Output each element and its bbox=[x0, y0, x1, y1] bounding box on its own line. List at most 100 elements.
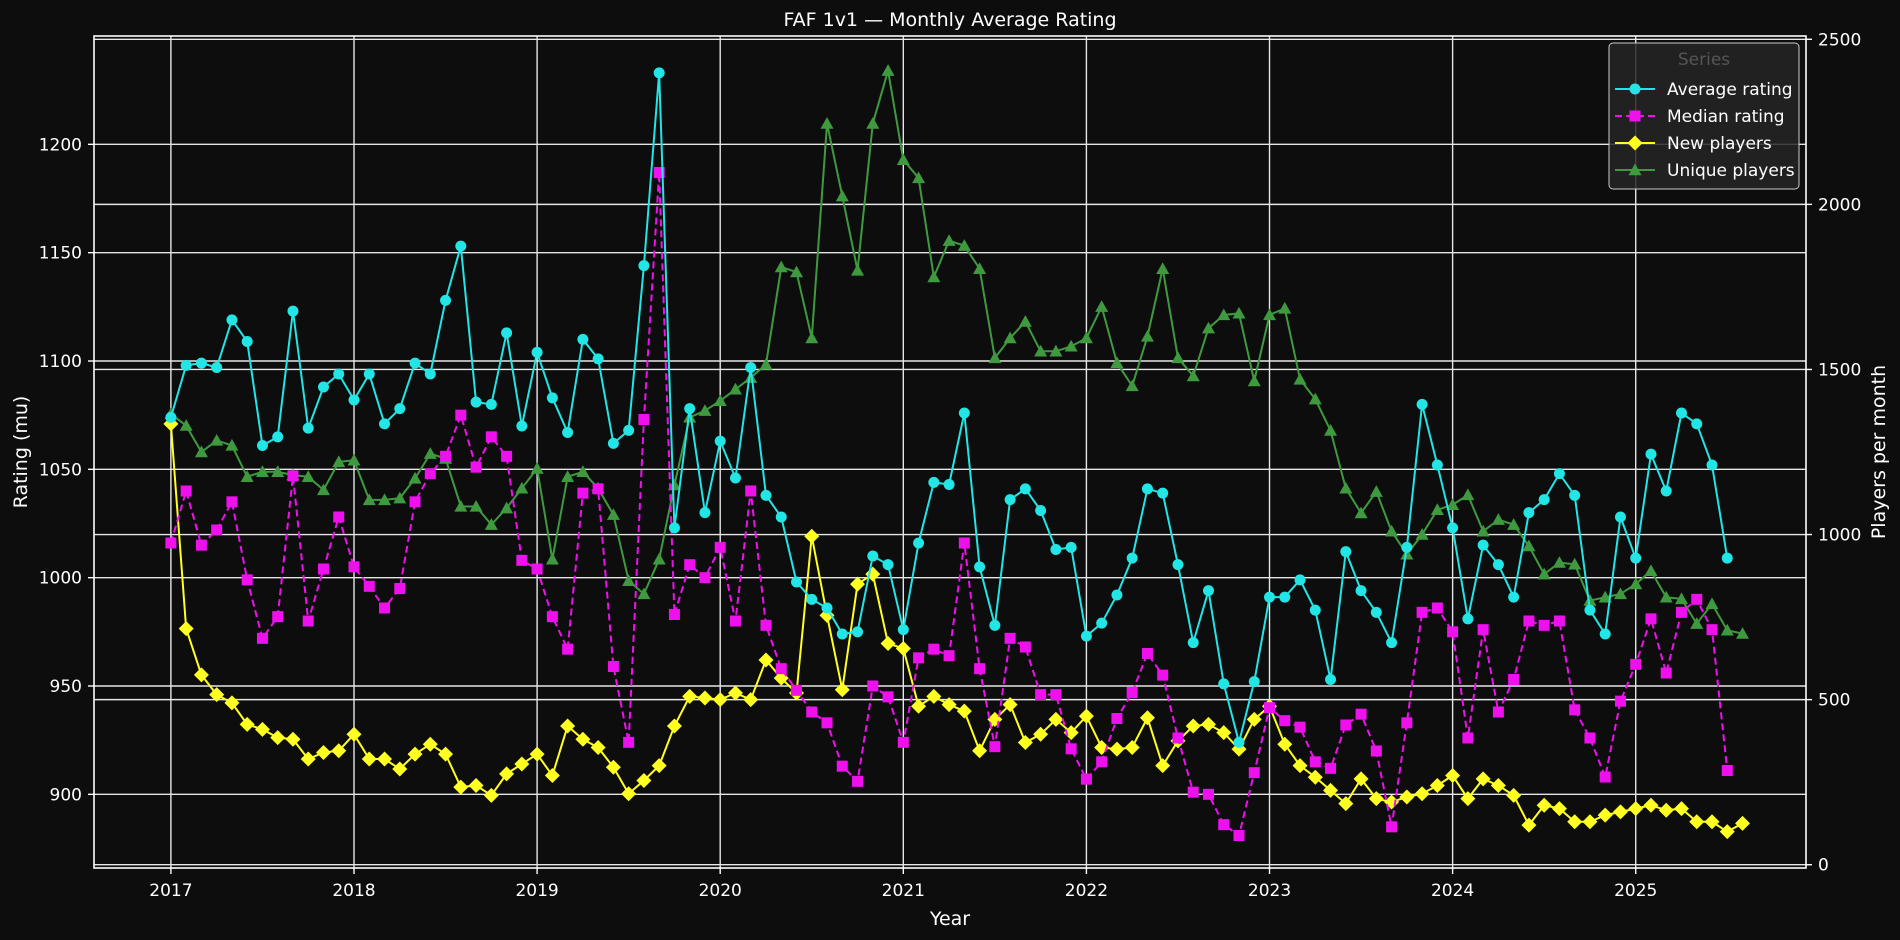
data-point-unique-players bbox=[1430, 503, 1444, 515]
data-point-new-players bbox=[621, 786, 637, 802]
data-point-median-rating bbox=[1065, 743, 1077, 755]
data-point-unique-players bbox=[1461, 488, 1475, 501]
data-point-average-rating bbox=[562, 427, 574, 438]
data-point-median-rating bbox=[1553, 615, 1565, 627]
data-point-unique-players bbox=[1446, 498, 1460, 511]
data-point-median-rating bbox=[1355, 708, 1367, 720]
data-point-median-rating bbox=[424, 468, 436, 480]
y-tick-label: 950 bbox=[50, 677, 82, 697]
data-point-average-rating bbox=[1309, 604, 1321, 616]
data-point-average-rating bbox=[897, 624, 909, 636]
data-point-unique-players bbox=[210, 433, 224, 446]
data-point-unique-players bbox=[362, 493, 376, 506]
data-point-new-players bbox=[590, 739, 606, 755]
data-point-unique-players bbox=[1308, 392, 1322, 405]
data-point-new-players bbox=[1658, 802, 1674, 818]
data-point-median-rating bbox=[409, 496, 421, 508]
ticks: 2017 2018 2019 2020 2021 2022 2023 2024 2025 900 9… bbox=[39, 30, 1862, 901]
data-point-average-rating bbox=[1355, 585, 1367, 597]
data-point-new-players bbox=[834, 682, 850, 698]
data-point-unique-players bbox=[1018, 315, 1032, 327]
data-point-median-rating bbox=[470, 461, 482, 473]
data-point-new-players bbox=[392, 761, 408, 777]
data-point-average-rating bbox=[302, 422, 314, 434]
data-point-unique-players bbox=[194, 445, 208, 458]
data-point-unique-players bbox=[332, 455, 346, 468]
data-point-average-rating bbox=[1538, 494, 1550, 506]
data-point-unique-players bbox=[835, 189, 849, 202]
data-point-average-rating bbox=[1202, 585, 1214, 597]
data-point-average-rating bbox=[1294, 574, 1306, 586]
data-point-average-rating bbox=[1248, 676, 1260, 688]
data-point-median-rating bbox=[241, 574, 253, 586]
data-point-new-players bbox=[651, 758, 667, 774]
data-point-new-players bbox=[1429, 777, 1445, 793]
data-point-median-rating bbox=[363, 580, 375, 592]
data-point-new-players bbox=[666, 718, 682, 734]
data-point-median-rating bbox=[1004, 632, 1016, 644]
series-unique-players bbox=[164, 64, 1750, 639]
data-point-unique-players bbox=[1674, 592, 1688, 605]
data-point-average-rating bbox=[409, 357, 421, 369]
data-point-unique-players bbox=[1232, 306, 1246, 319]
data-point-median-rating bbox=[821, 717, 833, 729]
data-point-median-rating bbox=[1401, 717, 1413, 729]
data-point-new-players bbox=[712, 692, 728, 708]
data-point-median-rating bbox=[577, 487, 589, 499]
data-point-median-rating bbox=[1096, 756, 1108, 768]
data-point-unique-players bbox=[942, 234, 956, 246]
data-point-average-rating bbox=[668, 522, 680, 534]
data-point-new-players bbox=[1338, 796, 1354, 812]
data-point-new-players bbox=[1109, 741, 1125, 757]
data-point-new-players bbox=[1185, 718, 1201, 734]
data-point-average-rating bbox=[1065, 541, 1077, 553]
data-point-median-rating bbox=[1599, 771, 1611, 783]
data-point-median-rating bbox=[836, 760, 848, 772]
data-point-new-players bbox=[300, 751, 316, 767]
data-point-average-rating bbox=[958, 407, 970, 419]
data-point-average-rating bbox=[1691, 418, 1703, 430]
data-point-unique-players bbox=[1415, 528, 1429, 540]
data-point-average-rating bbox=[729, 472, 741, 484]
data-point-average-rating bbox=[531, 346, 543, 358]
data-point-new-players bbox=[1689, 814, 1705, 830]
data-point-unique-players bbox=[683, 410, 697, 423]
data-point-unique-players bbox=[1140, 329, 1154, 342]
data-point-new-players bbox=[544, 768, 560, 784]
data-point-average-rating bbox=[1218, 678, 1230, 690]
x-axis-title: Year bbox=[929, 908, 970, 930]
y2-tick-label: 0 bbox=[1818, 856, 1829, 876]
data-point-average-rating bbox=[760, 489, 772, 501]
x-tick-label: 2017 bbox=[149, 881, 192, 901]
data-point-median-rating bbox=[638, 414, 650, 425]
data-point-median-rating bbox=[790, 684, 802, 696]
data-point-median-rating bbox=[607, 661, 619, 672]
data-point-median-rating bbox=[913, 652, 925, 664]
data-point-average-rating bbox=[1614, 511, 1626, 523]
data-point-unique-players bbox=[988, 351, 1002, 364]
data-point-median-rating bbox=[668, 609, 680, 620]
data-point-average-rating bbox=[1721, 552, 1733, 564]
data-point-median-rating bbox=[775, 663, 787, 675]
data-point-unique-players bbox=[1659, 590, 1673, 603]
data-point-new-players bbox=[1475, 771, 1491, 787]
data-point-median-rating bbox=[485, 431, 497, 443]
data-point-average-rating bbox=[485, 398, 497, 410]
data-point-average-rating bbox=[1645, 448, 1657, 460]
data-point-average-rating bbox=[1141, 483, 1153, 495]
data-point-median-rating bbox=[180, 485, 192, 497]
data-point-new-players bbox=[1277, 736, 1293, 752]
data-point-unique-players bbox=[1324, 424, 1338, 436]
data-point-median-rating bbox=[256, 632, 268, 644]
data-point-unique-players bbox=[576, 465, 590, 478]
y-tick-label: 1050 bbox=[39, 460, 82, 480]
data-point-median-rating bbox=[1523, 615, 1535, 627]
data-point-unique-players bbox=[347, 453, 361, 466]
legend-marker-new-players bbox=[1627, 135, 1643, 151]
data-point-average-rating bbox=[1126, 552, 1138, 564]
data-point-average-rating bbox=[913, 537, 925, 549]
data-point-median-rating bbox=[1248, 767, 1260, 779]
data-point-median-rating bbox=[958, 537, 970, 549]
data-point-unique-players bbox=[1522, 539, 1536, 552]
data-point-unique-players bbox=[530, 462, 544, 474]
